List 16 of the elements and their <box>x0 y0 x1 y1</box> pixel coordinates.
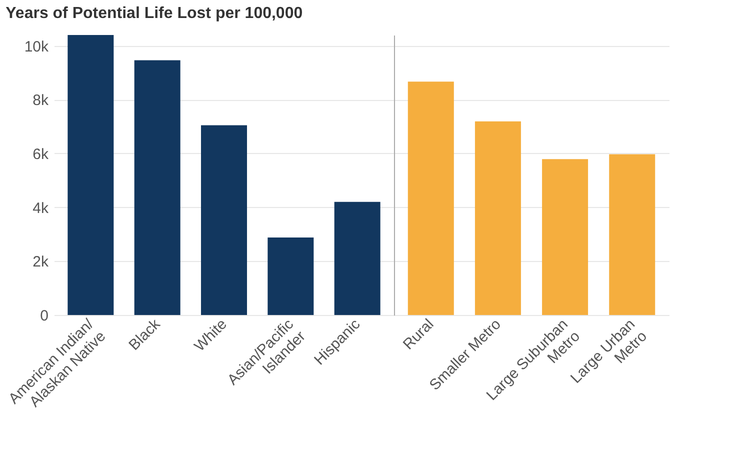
bar <box>474 121 521 315</box>
y-tick-label: 2k <box>32 254 49 271</box>
bar <box>408 82 454 315</box>
bar <box>609 154 656 315</box>
chart-title: Years of Potential Life Lost per 100,000 <box>6 5 303 22</box>
bar <box>334 202 380 315</box>
bar <box>542 159 588 315</box>
bar <box>201 125 247 315</box>
bar <box>68 35 114 315</box>
y-tick-label: 0 <box>40 308 48 324</box>
y-tick-label: 10k <box>24 38 49 56</box>
y-tick-label: 8k <box>32 92 49 110</box>
y-tick-label: 6k <box>32 146 49 163</box>
y-tick-label: 4k <box>32 200 49 217</box>
bar <box>268 237 314 315</box>
bar <box>134 60 180 315</box>
